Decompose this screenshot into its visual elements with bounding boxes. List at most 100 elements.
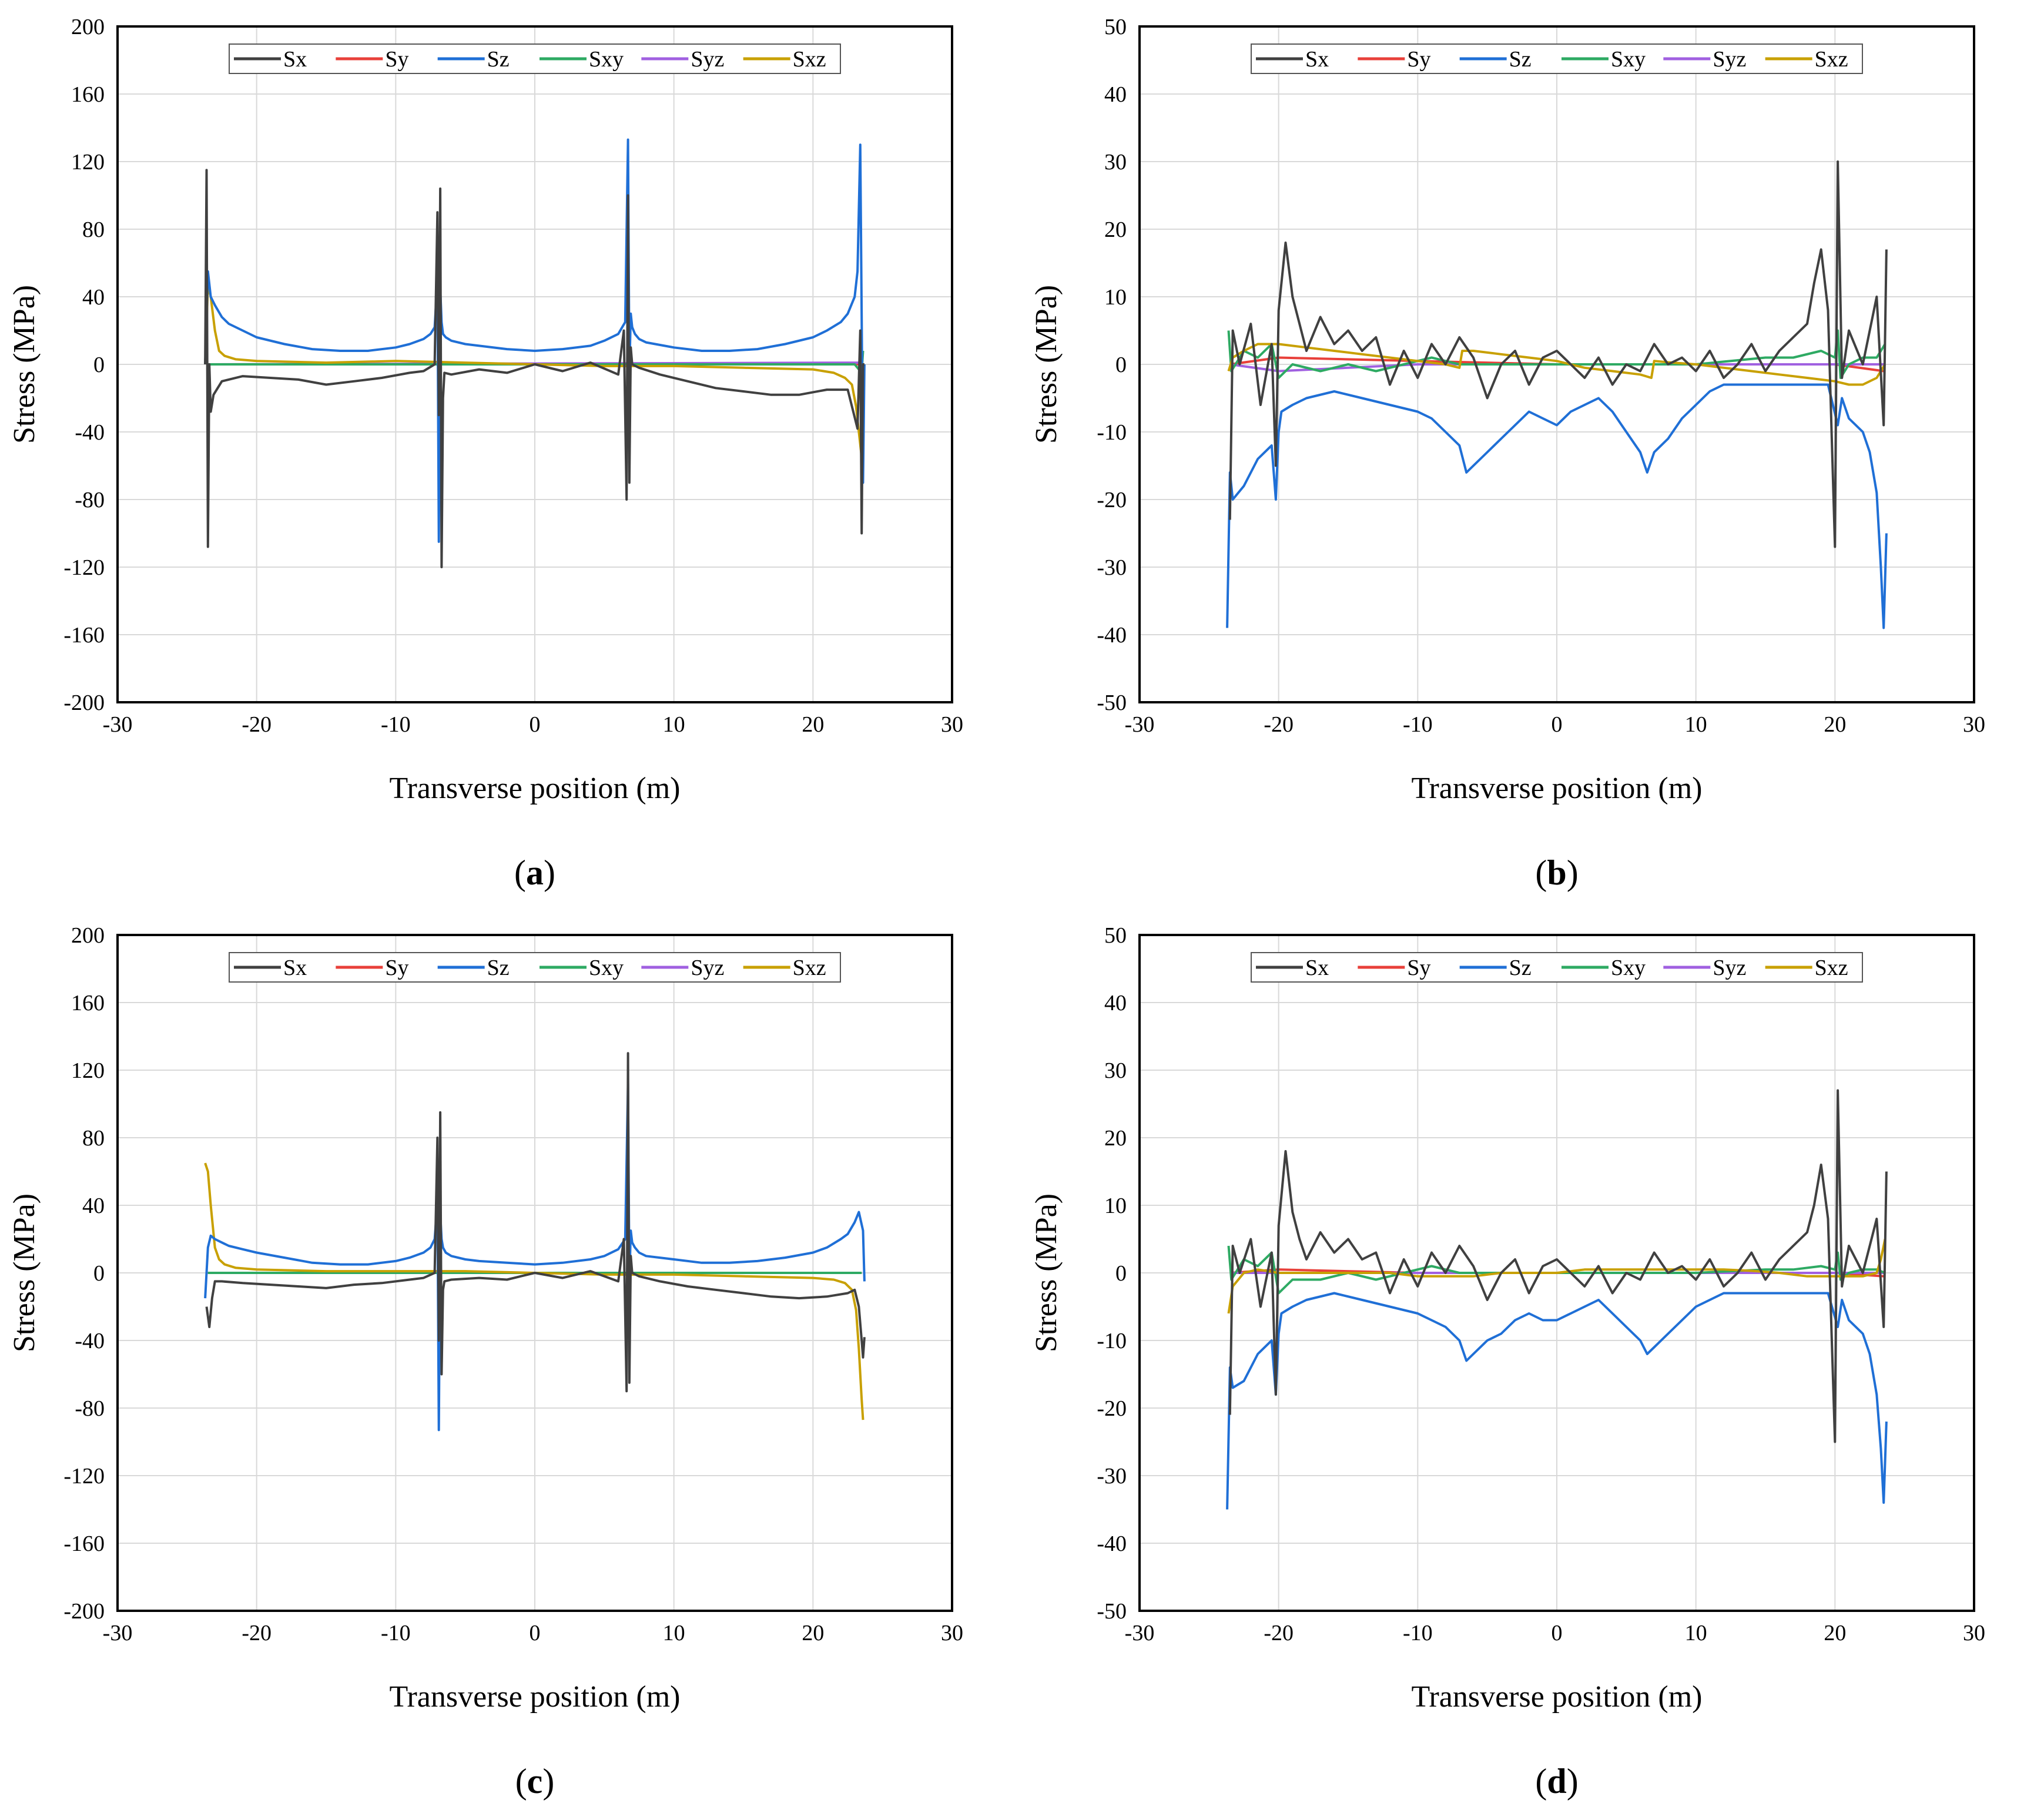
x-tick-label: -20 [1264, 1621, 1294, 1645]
legend-label-sxy: Sxy [589, 956, 624, 980]
legend-label-sx: Sx [1305, 956, 1329, 980]
series-group [1226, 1089, 1888, 1510]
y-tick-label: 120 [71, 150, 105, 175]
y-tick-label: 10 [1104, 285, 1127, 310]
panel-label-open: ( [1535, 1762, 1547, 1801]
x-axis-label: Transverse position (m) [390, 772, 681, 805]
y-tick-label: -160 [63, 1531, 105, 1556]
panel-label-letter: c [527, 1762, 543, 1801]
x-tick-label: 20 [1824, 1621, 1846, 1645]
x-tick-label: 30 [941, 1621, 963, 1645]
panel-label-close: ) [1567, 1762, 1579, 1801]
y-tick-label: 160 [71, 82, 105, 107]
legend-label-sz: Sz [1509, 956, 1532, 980]
series-line-sxy [1227, 329, 1886, 379]
y-tick-label: 0 [1115, 1261, 1127, 1286]
x-tick-label: -30 [1125, 1621, 1155, 1645]
y-tick-label: -80 [75, 1396, 105, 1421]
y-tick-label: -20 [1097, 488, 1127, 512]
y-tick-label: 20 [1104, 1126, 1127, 1151]
y-tick-label: -40 [75, 420, 105, 445]
y-tick-label: -160 [63, 623, 105, 648]
plot-frame [1138, 934, 1975, 1612]
legend: Sx Sy Sz Sxy Syz Sxz [229, 43, 841, 74]
legend-label-sxz: Sxz [793, 47, 826, 72]
legend-label-syz: Syz [691, 47, 724, 72]
plot-frame [116, 25, 953, 703]
panel-label-letter: d [1547, 1762, 1566, 1801]
x-tick-label: 30 [941, 712, 963, 737]
legend-label-sx: Sx [283, 956, 307, 980]
legend-box [1251, 952, 1863, 983]
panel-label-open: ( [514, 853, 526, 892]
x-tick-label: 30 [1963, 1621, 1985, 1645]
y-tick-label: -40 [1097, 623, 1127, 648]
y-tick-label: -120 [63, 555, 105, 580]
x-tick-label: 0 [530, 1621, 541, 1645]
y-tick-label: -30 [1097, 555, 1127, 580]
x-tick-label: -10 [381, 1621, 411, 1645]
legend-label-sx: Sx [1305, 47, 1329, 72]
panel-label-b: (b) [1535, 853, 1578, 892]
y-axis-label: Stress (MPa) [8, 1194, 41, 1352]
x-tick-label: -20 [1264, 712, 1294, 737]
legend-label-sy: Sy [1407, 956, 1430, 980]
x-axis-label: Transverse position (m) [390, 1680, 681, 1714]
legend-label-sx: Sx [283, 47, 307, 72]
y-tick-label: -40 [1097, 1531, 1127, 1556]
legend-box [1251, 43, 1863, 74]
panel-label-close: ) [544, 853, 555, 892]
series-line-sx [205, 1052, 866, 1393]
x-tick-label: -20 [242, 1621, 272, 1645]
legend-label-sy: Sy [385, 47, 408, 72]
legend-label-syz: Syz [1713, 47, 1746, 72]
legend: Sx Sy Sz Sxy Syz Sxz [1251, 43, 1863, 74]
legend-box [229, 952, 841, 983]
legend-label-sz: Sz [1509, 47, 1532, 72]
y-tick-label: -10 [1097, 420, 1127, 445]
x-tick-label: 0 [530, 712, 541, 737]
x-tick-label: 10 [663, 1621, 685, 1645]
chart-panel-c: -30 -20 -10 0 10 20 30 -200 -160 -120 -80 -40 0 40 80 1… [0, 909, 1022, 1817]
y-tick-label: -20 [1097, 1396, 1127, 1421]
y-tick-label: 50 [1104, 923, 1127, 948]
panel-label-c: (c) [515, 1762, 555, 1801]
x-tick-label: 10 [663, 712, 685, 737]
legend-label-syz: Syz [1713, 956, 1746, 980]
legend-label-sxz: Sxz [1815, 47, 1848, 72]
legend: Sx Sy Sz Sxy Syz Sxz [229, 952, 841, 983]
y-tick-label: 0 [93, 1261, 105, 1286]
chart-svg-c: -30 -20 -10 0 10 20 30 -200 -160 -120 -80 -40 0 40 80 1… [8, 923, 963, 1801]
y-tick-label: -30 [1097, 1464, 1127, 1489]
plot-frame [1138, 25, 1975, 703]
y-axis-label: Stress (MPa) [8, 285, 41, 444]
y-tick-label: 30 [1104, 1058, 1127, 1083]
legend-label-sxz: Sxz [1815, 956, 1848, 980]
panel-label-open: ( [515, 1762, 527, 1801]
y-tick-label: 40 [1104, 82, 1127, 107]
plot-frame [116, 934, 953, 1612]
series-line-sx [204, 169, 864, 568]
y-tick-label: 0 [1115, 353, 1127, 377]
series-line-sx [1228, 1089, 1888, 1443]
chart-panel-a: -30 -20 -10 0 10 20 30 -200 -160 -120 -80 -40 0 40 80 1… [0, 0, 1022, 909]
legend-label-sxy: Sxy [1611, 956, 1646, 980]
x-tick-label: -30 [1125, 712, 1155, 737]
series-line-sz [1226, 1292, 1888, 1510]
y-tick-label: 40 [82, 285, 105, 310]
y-tick-label: 120 [71, 1058, 105, 1083]
y-tick-label: 50 [1104, 15, 1127, 39]
y-tick-label: -50 [1097, 1599, 1127, 1624]
panel-label-close: ) [1567, 853, 1579, 892]
panel-label-d: (d) [1535, 1762, 1578, 1801]
y-tick-label: 30 [1104, 150, 1127, 175]
y-tick-label: -10 [1097, 1329, 1127, 1353]
legend-label-sxy: Sxy [1611, 47, 1646, 72]
series-line-sz [204, 138, 866, 543]
y-tick-label: -200 [63, 691, 105, 715]
x-tick-label: 20 [802, 1621, 824, 1645]
x-tick-label: 20 [1824, 712, 1846, 737]
legend-label-sz: Sz [487, 47, 510, 72]
series-line-sx [1228, 160, 1888, 548]
legend-label-sz: Sz [487, 956, 510, 980]
